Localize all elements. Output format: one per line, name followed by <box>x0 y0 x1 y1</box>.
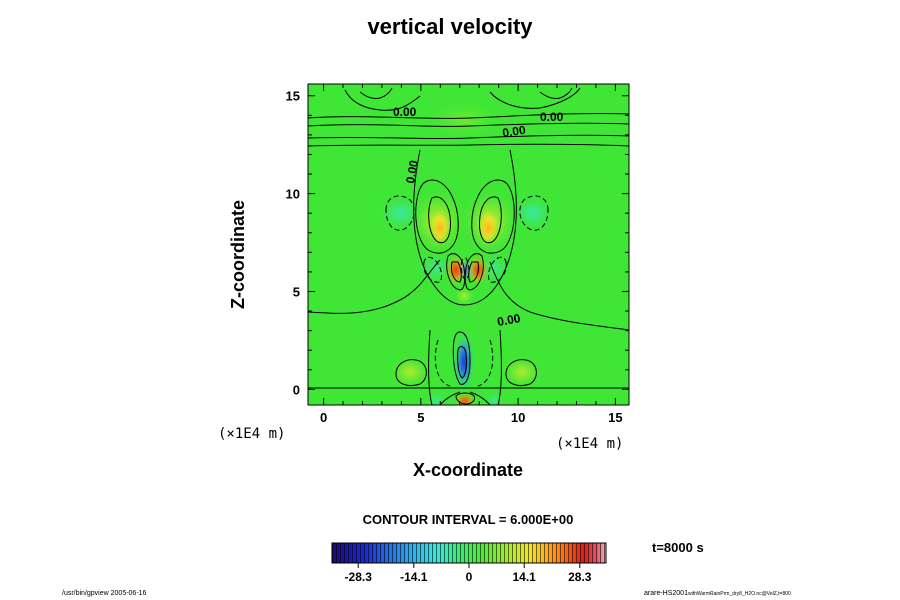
chart-title: vertical velocity <box>367 14 533 39</box>
x-unit-label-right: (×1E4 m) <box>556 436 624 452</box>
time-label: t=8000 s <box>652 540 704 555</box>
x-tick-label: 5 <box>417 410 424 425</box>
colorbar-ticks: -28.3 -14.1 0 14.1 28.3 <box>345 563 592 584</box>
negative-contours <box>385 195 549 387</box>
axis-ticks <box>308 84 629 405</box>
contour-label: 0.00 <box>501 123 526 140</box>
y-tick-label: 15 <box>286 89 300 104</box>
x-tick-label: 10 <box>511 410 525 425</box>
colorbar-tick-label: 14.1 <box>513 570 537 584</box>
contour-lines <box>308 87 629 405</box>
colorbar-tick-label: -14.1 <box>400 570 428 584</box>
x-unit-label-left: (×1E4 m) <box>218 426 286 442</box>
tick-labels: 0 5 10 15 0 5 10 15 <box>286 89 623 425</box>
y-tick-label: 0 <box>293 382 300 397</box>
footer-right: arare-HS2001withWarmRainPrm_dry8_H2O.nc@… <box>644 590 791 597</box>
contour-label-group: 0.00 0.00 0.00 0.00 0.00 <box>393 105 564 329</box>
contour-label: 0.00 <box>403 159 421 185</box>
x-tick-label: 15 <box>608 410 622 425</box>
colorbar-tick-label: 28.3 <box>568 570 592 584</box>
velocity-field <box>308 84 629 405</box>
footer-left: /usr/bin/gpview 2005-06-16 <box>62 590 147 597</box>
plot-frame <box>307 83 630 406</box>
contour-interval-text: CONTOUR INTERVAL = 6.000E+00 <box>362 512 574 527</box>
y-tick-label: 10 <box>286 187 300 202</box>
colorbar <box>331 542 607 564</box>
colorbar-tick-label: 0 <box>466 570 473 584</box>
x-axis-label: X-coordinate <box>412 460 523 480</box>
contour-label: 0.00 <box>496 311 522 329</box>
colorbar-tick-label: -28.3 <box>345 570 373 584</box>
x-tick-label: 0 <box>320 410 327 425</box>
contour-label: 0.00 <box>540 110 564 124</box>
contour-label: 0.00 <box>393 105 417 119</box>
y-tick-label: 5 <box>293 284 300 299</box>
